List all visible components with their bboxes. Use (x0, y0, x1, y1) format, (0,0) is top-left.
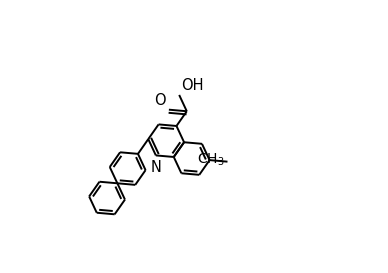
Text: O: O (154, 93, 166, 108)
Text: N: N (151, 160, 161, 174)
Text: OH: OH (181, 78, 204, 93)
Text: CH$_3$: CH$_3$ (197, 152, 225, 168)
